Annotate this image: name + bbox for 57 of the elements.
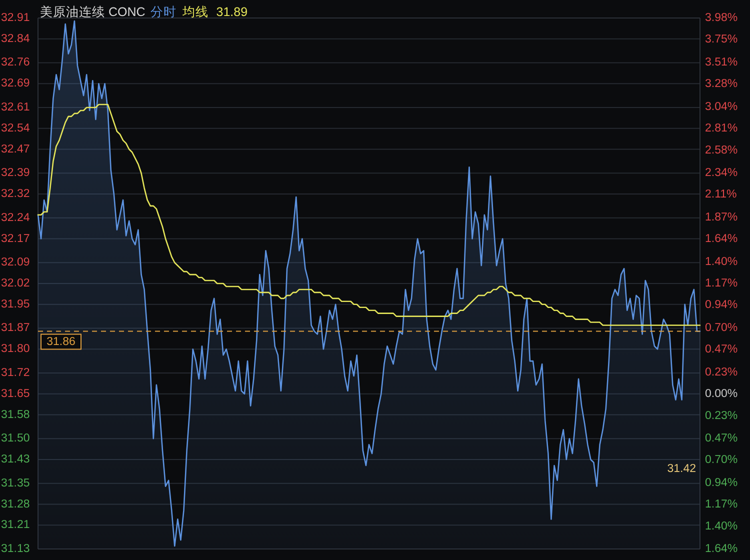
y-tick-label: 32.09	[1, 256, 30, 269]
y2-tick-label: 0.94%	[705, 476, 738, 489]
y-tick-label: 32.47	[1, 143, 30, 156]
y-tick-label: 31.21	[1, 519, 30, 532]
y2-tick-label: 3.51%	[705, 56, 738, 68]
y2-tick-label: 0.47%	[705, 432, 738, 444]
y2-tick-label: 1.64%	[705, 543, 738, 555]
y-tick-label: 31.87	[1, 322, 30, 334]
text: 均线	[181, 5, 208, 19]
y2-tick-label: 0.70%	[705, 322, 738, 334]
y-tick-label: 32.32	[1, 188, 30, 200]
y-tick-label: 31.95	[1, 298, 30, 310]
y-tick-label: 31.65	[1, 388, 30, 400]
y2-tick-label: 1.40%	[705, 256, 738, 268]
y2-tick-label: 2.58%	[705, 144, 738, 156]
y2-tick-label: 1.87%	[705, 211, 738, 224]
y2-tick-label: 2.11%	[705, 188, 737, 201]
y2-tick-label: 0.23%	[705, 366, 738, 378]
y2-tick-label: 0.94%	[705, 299, 738, 312]
y-tick-label: 31.80	[1, 343, 30, 356]
y-tick-label: 31.72	[1, 366, 30, 379]
annotation: 31.42	[667, 463, 696, 475]
y-tick-label: 32.24	[1, 212, 30, 224]
y2-tick-label: 0.70%	[705, 454, 738, 466]
y-tick-label: 31.58	[1, 408, 30, 421]
y-tick-label: 32.39	[1, 167, 30, 180]
ref-line-label: 31.86	[46, 336, 76, 348]
y2-tick-label: 1.64%	[705, 233, 738, 246]
y2-tick-label: 1.40%	[705, 520, 738, 532]
line-series	[37, 104, 701, 326]
y2-tick-label: 0.23%	[705, 410, 738, 422]
y2-tick-label: 3.98%	[705, 12, 738, 24]
y-tick-label: 31.35	[1, 477, 30, 490]
y2-tick-label: 1.17%	[705, 498, 738, 511]
y-tick-label: 31.50	[1, 432, 30, 445]
y-tick-label: 31.28	[1, 498, 30, 510]
y-tick-label: 32.54	[1, 122, 30, 134]
y2-tick-label: 3.75%	[705, 34, 738, 46]
chart-title: 美原油连续 CONC	[40, 4, 146, 19]
y2-tick-label: 3.28%	[705, 78, 738, 90]
y2-tick-label: 0.00%	[705, 388, 738, 400]
y2-tick-label: 2.81%	[705, 122, 738, 135]
y2-tick-label: 3.04%	[705, 100, 738, 113]
y-tick-label: 32.84	[1, 32, 30, 45]
y-tick-label: 32.61	[1, 101, 30, 114]
y2-tick-label: 2.34%	[705, 166, 738, 179]
y-tick-label: 32.02	[1, 278, 30, 290]
y-tick-label: 32.69	[1, 78, 30, 90]
y2-tick-label: 1.17%	[705, 278, 738, 290]
annotation: 31.89	[216, 5, 248, 19]
y-tick-label: 32.76	[1, 56, 30, 69]
y-tick-label: 32.91	[1, 12, 30, 24]
chart-subtitle: 分时	[150, 5, 176, 19]
y2-tick-label: 0.47%	[705, 344, 738, 356]
y-tick-label: 31.13	[1, 543, 30, 555]
y-tick-label: 31.43	[1, 454, 30, 466]
y-tick-label: 32.17	[1, 232, 30, 245]
